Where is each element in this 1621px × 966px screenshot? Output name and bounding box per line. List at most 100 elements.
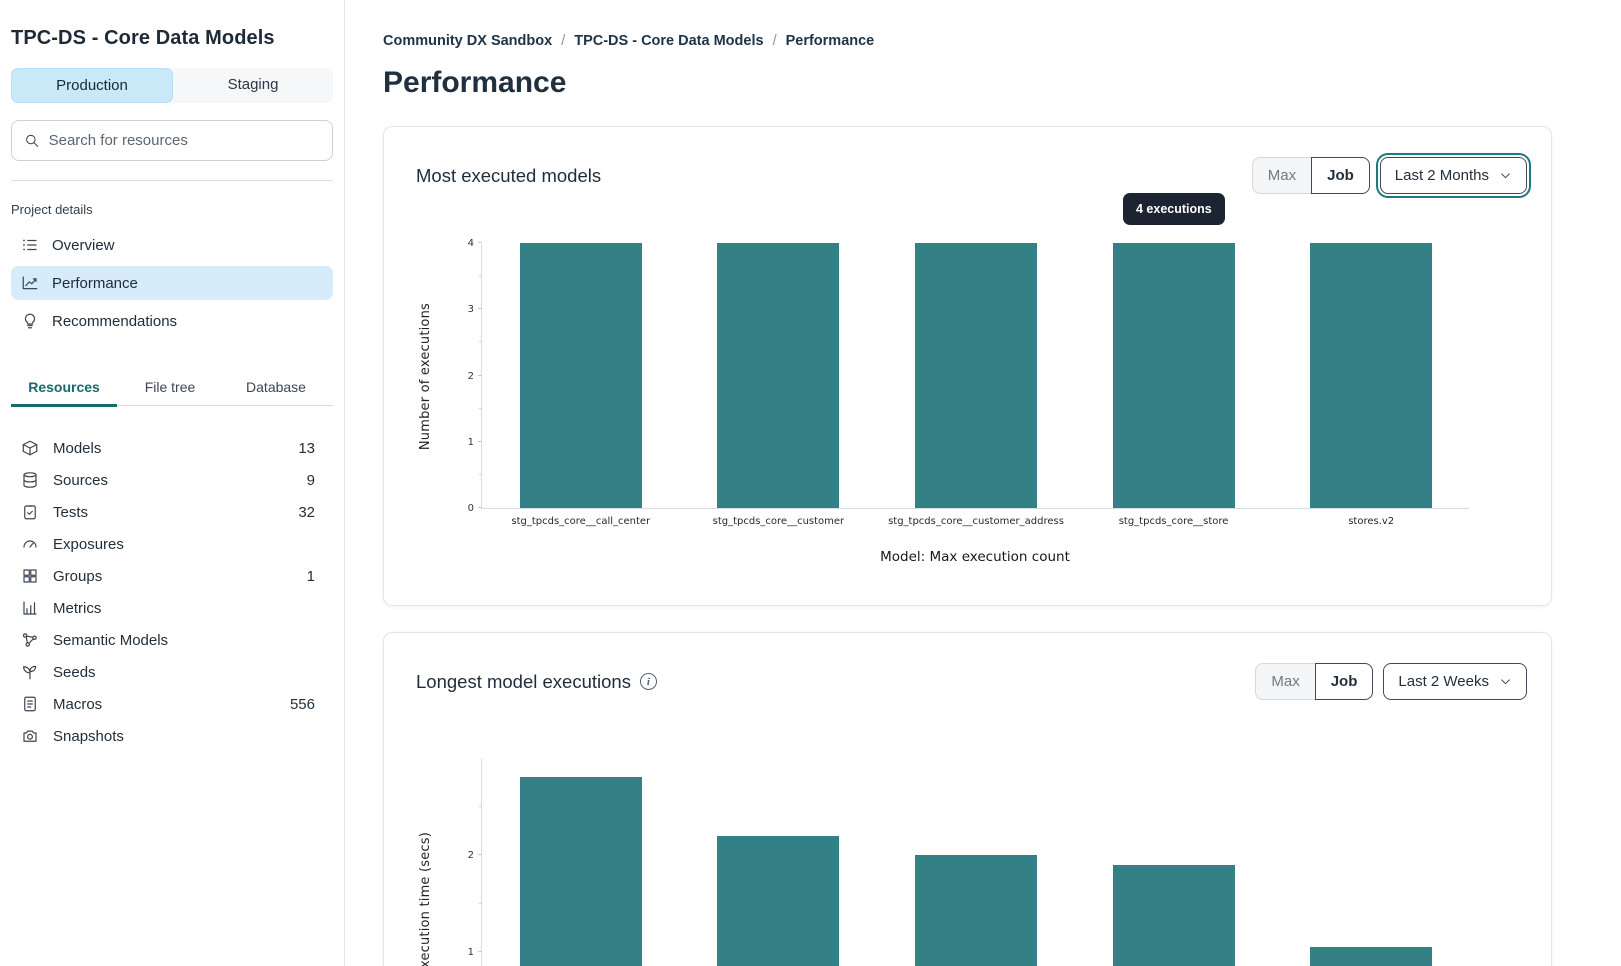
- tab-resources[interactable]: Resources: [11, 370, 117, 407]
- x-category-label: stores.v2: [1348, 516, 1395, 527]
- bar-stores.v2[interactable]: [1310, 243, 1433, 508]
- breadcrumb-link-account[interactable]: Community DX Sandbox: [383, 33, 553, 49]
- breadcrumb-link-project[interactable]: TPC-DS - Core Data Models: [574, 33, 764, 49]
- bar-stg_tpcds_core__store[interactable]: [1112, 243, 1235, 508]
- y-tick-label: 0: [467, 503, 474, 514]
- list-item-macros[interactable]: Macros 556: [11, 688, 333, 720]
- plot-area: 0 1 2 3 4 stg_tpcds_core__call_center stg_tpcd…: [468, 238, 1469, 527]
- list-item-count: 9: [306, 471, 315, 489]
- chevron-down-icon: [1501, 173, 1510, 179]
- list-item-label: Exposures: [53, 535, 124, 553]
- y-tick-label: 4: [467, 238, 474, 249]
- list-item-tests[interactable]: Tests 32: [11, 496, 333, 528]
- bar-0[interactable]: [519, 777, 642, 966]
- y-tick-mark: [478, 951, 482, 952]
- bar-stg_tpcds_core__customer_address[interactable]: [915, 243, 1037, 508]
- bar-stg_tpcds_core__call_center[interactable]: [519, 243, 642, 508]
- max-job-toggle: Max Job: [1255, 663, 1374, 700]
- tab-production[interactable]: Production: [11, 68, 173, 103]
- breadcrumb-separator: /: [561, 33, 566, 49]
- list-item-metrics[interactable]: Metrics: [11, 592, 333, 624]
- y-axis-label: Number of executions: [418, 302, 433, 451]
- tab-staging[interactable]: Staging: [227, 76, 279, 93]
- seedling-icon: [23, 665, 37, 680]
- time-range-dropdown[interactable]: Last 2 Weeks: [1383, 663, 1527, 700]
- line-chart-icon: [22, 276, 38, 290]
- x-category-label: stg_tpcds_core__store: [1118, 516, 1229, 527]
- bar-3[interactable]: [1112, 864, 1235, 966]
- bar-1[interactable]: [717, 835, 840, 966]
- longest-model-executions-card: Longest model executions i Max Job Last …: [383, 632, 1552, 966]
- list-item-count: 1: [306, 567, 315, 585]
- project-title: TPC-DS - Core Data Models: [11, 27, 275, 49]
- y-tick-mark: [478, 507, 482, 508]
- list-item-label: Sources: [53, 471, 109, 489]
- search-box[interactable]: [11, 120, 333, 161]
- list-item-groups[interactable]: Groups 1: [11, 560, 333, 592]
- list-item-semantic-models[interactable]: Semantic Models: [11, 624, 333, 656]
- tab-file-tree[interactable]: File tree: [144, 379, 196, 395]
- main-content: Community DX Sandbox / TPC-DS - Core Dat…: [345, 0, 1621, 966]
- bar-4[interactable]: [1310, 947, 1433, 966]
- list-item-models[interactable]: Models 13: [11, 432, 333, 464]
- search-input[interactable]: [48, 132, 320, 149]
- resource-list: Models 13 Sources 9 Tests 32 Exposures G…: [11, 432, 333, 752]
- camera-icon: [23, 730, 37, 742]
- list-item-sources[interactable]: Sources 9: [11, 464, 333, 496]
- list-item-label: Macros: [53, 695, 103, 713]
- list-item-seeds[interactable]: Seeds: [11, 656, 333, 688]
- y-tick-mark: [478, 308, 482, 310]
- list-item-count: 556: [289, 695, 315, 713]
- time-range-value: Last 2 Months: [1394, 167, 1489, 184]
- lightbulb-icon: [24, 313, 36, 329]
- job-button[interactable]: Job: [1311, 157, 1370, 194]
- info-icon[interactable]: i: [639, 673, 657, 690]
- y-tick-label: 3: [467, 304, 474, 316]
- list-item-count: 13: [298, 439, 315, 457]
- database-icon: [23, 472, 37, 488]
- list-item-label: Models: [53, 439, 102, 457]
- most-executed-models-card: Most executed models Max Job Last 2 Mont…: [383, 126, 1552, 606]
- sidebar-item-performance[interactable]: Performance: [11, 266, 333, 300]
- sidebar-item-recommendations[interactable]: Recommendations: [11, 304, 333, 338]
- resource-tabs: Resources File tree Database: [11, 370, 333, 407]
- max-button[interactable]: Max: [1251, 157, 1313, 194]
- chart-title: Most executed models: [416, 164, 602, 186]
- y-tick-label: 1: [467, 947, 474, 958]
- y-minor-tick: [479, 902, 482, 904]
- y-minor-tick: [479, 341, 482, 343]
- sidebar: TPC-DS - Core Data Models Production Sta…: [0, 0, 345, 966]
- list-item-label: Seeds: [53, 663, 96, 681]
- max-button[interactable]: Max: [1255, 663, 1316, 700]
- x-category-label: stg_tpcds_core__customer: [712, 516, 845, 527]
- y-tick-label: 2: [467, 370, 474, 382]
- most-executed-models-chart: Number of executions 0 1 2 3 4 stg_tpcds_core…: [416, 238, 1551, 589]
- y-tick-label: 1: [467, 436, 474, 448]
- x-category-label: stg_tpcds_core__customer_address: [888, 516, 1064, 527]
- card-header: Longest model executions i Max Job Last …: [384, 633, 1551, 700]
- list-item-snapshots[interactable]: Snapshots: [11, 720, 333, 752]
- list-item-exposures[interactable]: Exposures: [11, 528, 333, 560]
- bar-2[interactable]: [915, 855, 1037, 966]
- list-item-label: Metrics: [53, 599, 102, 617]
- list-icon: [23, 239, 37, 251]
- tab-database[interactable]: Database: [246, 379, 306, 395]
- bar-chart-icon: [23, 601, 37, 615]
- y-axis-label: Execution time (secs): [418, 832, 433, 966]
- divider: [11, 180, 333, 181]
- sidebar-item-overview[interactable]: Overview: [11, 228, 333, 262]
- sidebar-item-label: Recommendations: [52, 312, 178, 330]
- list-item-label: Semantic Models: [53, 631, 169, 649]
- chart-title: Longest model executions i: [416, 671, 657, 693]
- time-range-dropdown[interactable]: Last 2 Months: [1379, 157, 1527, 194]
- file-lines-icon: [24, 696, 36, 712]
- y-tick-mark: [478, 854, 482, 855]
- bar-stg_tpcds_core__customer[interactable]: [717, 243, 840, 508]
- max-job-toggle: Max Job: [1251, 157, 1370, 194]
- bar-tooltip: 4 executions: [1123, 193, 1225, 225]
- gauge-icon: [23, 540, 37, 548]
- job-button[interactable]: Job: [1314, 663, 1374, 700]
- sidebar-item-label: Performance: [52, 274, 138, 292]
- list-item-label: Tests: [53, 503, 89, 521]
